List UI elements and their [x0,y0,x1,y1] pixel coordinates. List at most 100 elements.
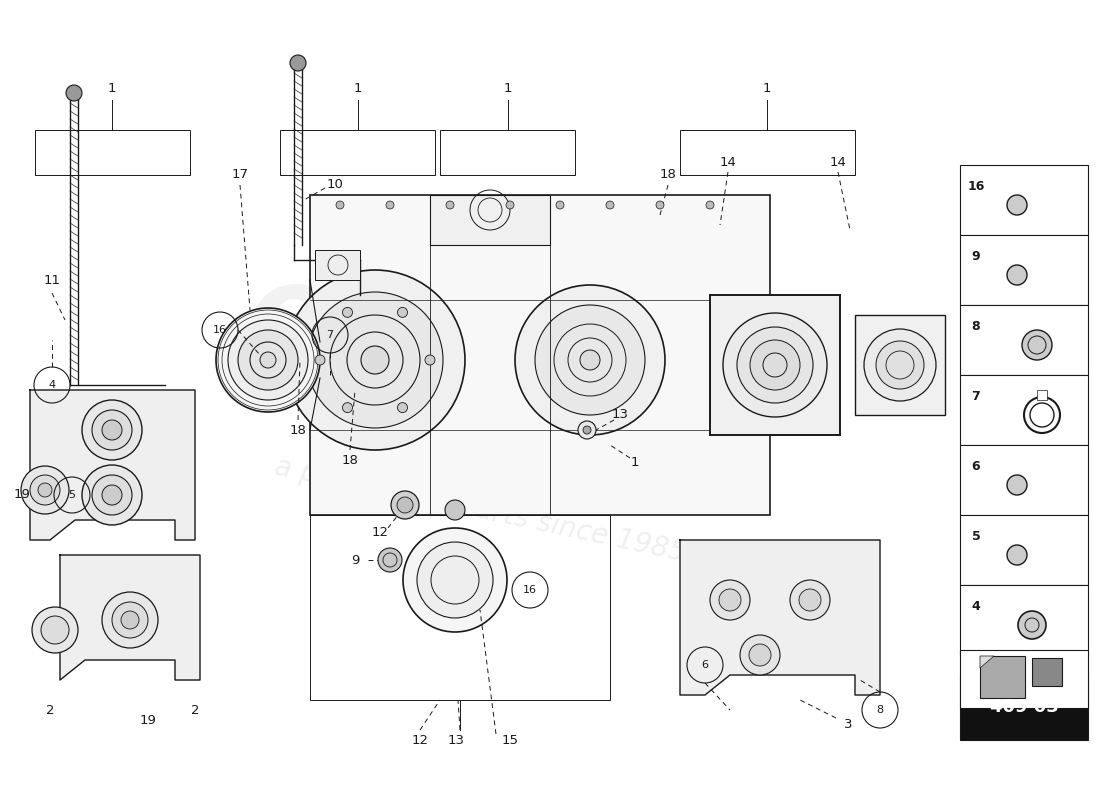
Circle shape [41,616,69,644]
Circle shape [386,201,394,209]
Circle shape [397,402,407,413]
Circle shape [1006,195,1027,215]
Bar [440,130,575,175]
Bar [980,656,1025,698]
Circle shape [397,307,407,318]
Text: 5: 5 [971,530,980,543]
Text: 1: 1 [108,82,117,94]
Circle shape [285,270,465,450]
Circle shape [506,201,514,209]
Text: 15: 15 [502,734,518,746]
Bar [960,235,1088,305]
Circle shape [228,320,308,400]
Polygon shape [30,390,195,540]
Circle shape [30,475,60,505]
Circle shape [342,307,352,318]
Bar [1032,658,1062,686]
Circle shape [361,346,389,374]
Circle shape [216,308,320,412]
Bar [430,195,550,245]
Text: 14: 14 [829,155,846,169]
Circle shape [710,580,750,620]
Circle shape [790,580,830,620]
Circle shape [290,55,306,71]
Circle shape [556,201,564,209]
Text: 7: 7 [327,330,333,340]
Circle shape [92,410,132,450]
Circle shape [515,285,666,435]
Text: 10: 10 [327,178,343,191]
Text: 8: 8 [877,705,883,715]
Circle shape [799,589,821,611]
Circle shape [32,607,78,653]
Text: 11: 11 [44,274,60,286]
Bar [710,295,840,435]
Text: 3: 3 [844,718,852,731]
Circle shape [66,85,82,101]
Circle shape [397,497,412,513]
Circle shape [307,292,443,428]
Text: 17: 17 [231,169,249,182]
Text: 18: 18 [342,454,359,466]
Bar [960,675,1088,740]
Circle shape [425,355,435,365]
Bar [960,305,1088,375]
Polygon shape [60,555,200,680]
Polygon shape [980,656,994,668]
Bar [310,195,770,515]
Text: 13: 13 [448,734,464,746]
Text: 8: 8 [971,321,980,334]
Text: 409 03: 409 03 [990,698,1058,716]
Text: 16: 16 [967,181,984,194]
Bar [960,375,1088,445]
Circle shape [39,483,52,497]
Circle shape [750,340,800,390]
Text: 16: 16 [522,585,537,595]
Bar [960,515,1088,585]
Circle shape [1006,545,1027,565]
Bar [1037,390,1047,400]
Circle shape [1006,475,1027,495]
Circle shape [417,542,493,618]
Circle shape [342,402,352,413]
Text: 5: 5 [68,490,76,500]
Text: 6: 6 [971,461,980,474]
Circle shape [1018,611,1046,639]
Bar [960,650,1088,708]
Circle shape [876,341,924,389]
Circle shape [1006,265,1027,285]
Circle shape [102,485,122,505]
Circle shape [102,592,158,648]
Text: 1: 1 [630,455,639,469]
Circle shape [719,589,741,611]
Text: 12: 12 [372,526,388,538]
Bar [960,585,1088,655]
Polygon shape [680,540,880,695]
Circle shape [1022,330,1052,360]
Circle shape [378,548,402,572]
Circle shape [656,201,664,209]
Circle shape [606,201,614,209]
Text: 2: 2 [190,703,199,717]
Text: 4: 4 [48,380,56,390]
Circle shape [82,465,142,525]
Bar [315,250,360,280]
Circle shape [737,327,813,403]
Circle shape [723,313,827,417]
Circle shape [121,611,139,629]
Circle shape [102,420,122,440]
Bar [960,165,1088,235]
Text: 9: 9 [351,554,360,566]
Circle shape [740,635,780,675]
Circle shape [260,352,276,368]
Circle shape [82,400,142,460]
Text: e-parts: e-parts [246,259,754,381]
Circle shape [864,329,936,401]
Text: 1: 1 [354,82,362,94]
Bar [280,130,434,175]
Text: 19: 19 [140,714,156,726]
Text: 7: 7 [971,390,980,403]
Circle shape [706,201,714,209]
Text: 18: 18 [660,169,676,182]
Bar [855,315,945,415]
